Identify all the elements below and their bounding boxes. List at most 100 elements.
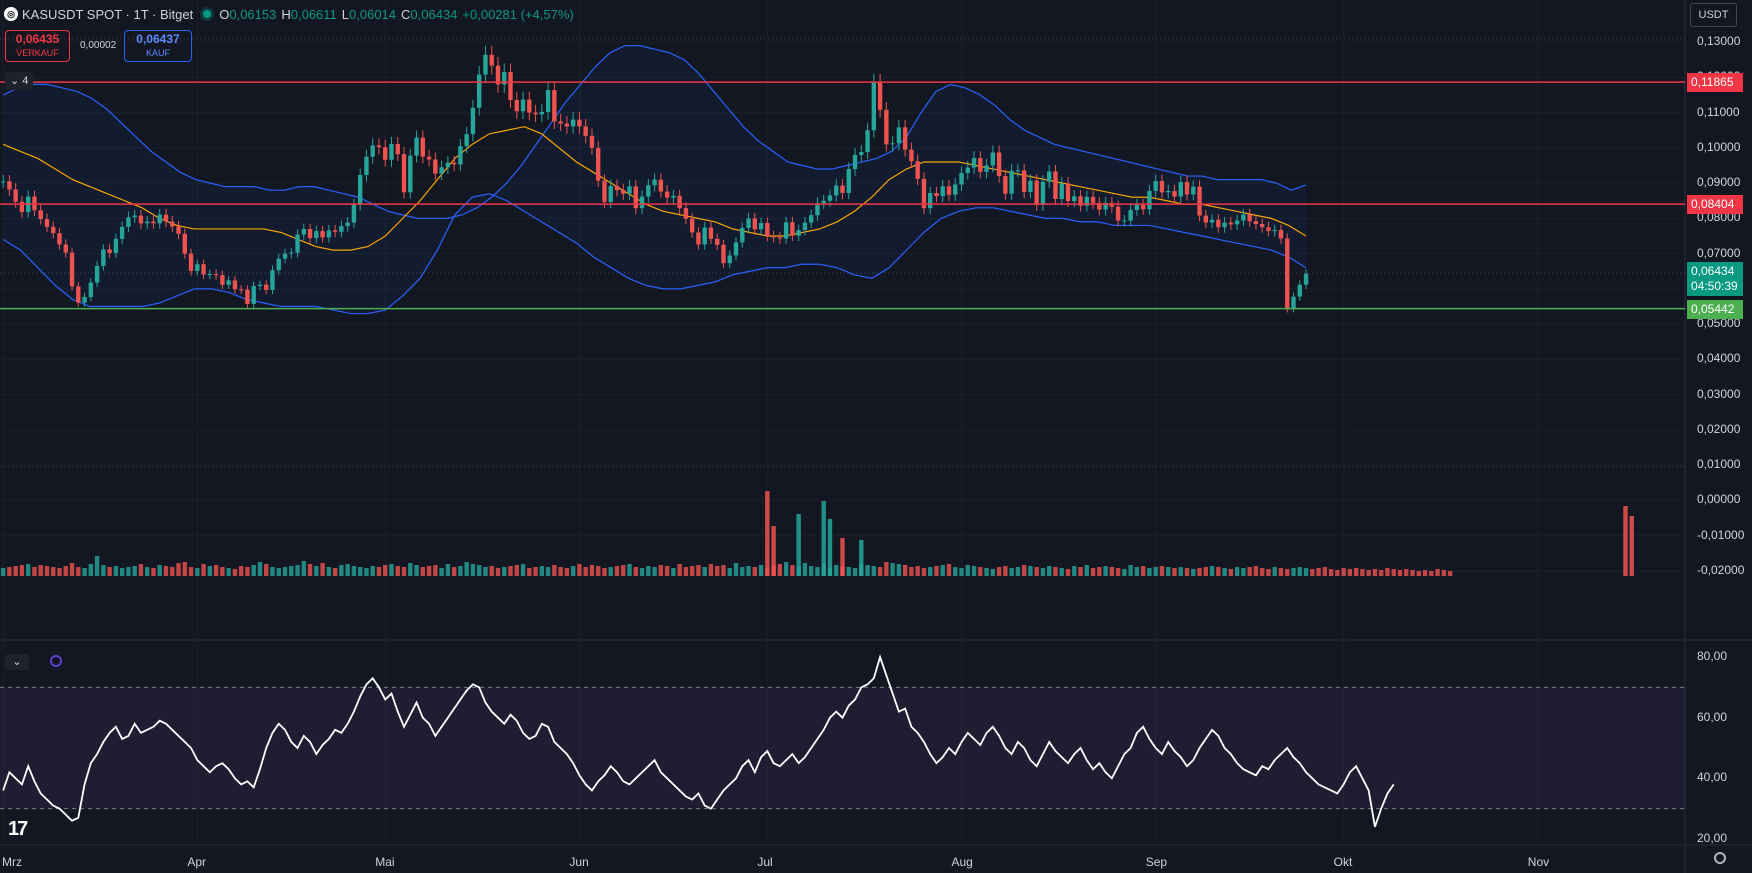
price-axis-label: 0,09000 <box>1697 175 1741 190</box>
price-axis-label: 0,02000 <box>1697 421 1741 436</box>
candle-body <box>633 186 638 209</box>
sell-price: 0,06435 <box>15 32 60 46</box>
candle-body <box>401 154 407 193</box>
volume-bar <box>69 563 75 576</box>
candle-body <box>940 186 945 197</box>
candle-body <box>639 196 645 209</box>
volume-bar <box>245 567 250 576</box>
rsi-pane-toggle-button[interactable]: ⌄ <box>5 654 29 670</box>
volume-bar <box>489 566 494 576</box>
volume-bar <box>295 565 300 576</box>
indicators-toggle-button[interactable]: ⌄ 4 <box>5 72 34 90</box>
settings-icon[interactable] <box>1714 852 1726 864</box>
candle-body <box>890 143 895 145</box>
volume-bar <box>51 567 56 576</box>
volume-bar <box>978 567 983 576</box>
candle-body <box>207 274 213 276</box>
rsi-indicator-icon[interactable] <box>50 655 62 667</box>
volume-bar <box>226 568 231 576</box>
volume-bar <box>1259 568 1265 576</box>
candle-body <box>884 109 889 145</box>
candle-body <box>332 230 338 232</box>
volume-bar <box>326 567 332 576</box>
candle-body <box>314 231 319 239</box>
volume-bar <box>1285 569 1290 576</box>
candle-body <box>145 221 150 224</box>
candle-body <box>971 158 977 168</box>
volume-bar <box>145 567 150 576</box>
volume-bar <box>552 565 557 576</box>
candle-body <box>946 186 952 195</box>
volume-bar <box>1009 568 1014 576</box>
volume-bar <box>389 564 394 576</box>
volume-bar <box>82 568 87 576</box>
volume-bar <box>44 566 50 576</box>
candle-body <box>583 126 588 136</box>
volume-bar <box>846 567 851 576</box>
candle-body <box>282 253 288 259</box>
volume-bar <box>207 566 213 576</box>
candle-body <box>508 72 513 100</box>
volume-bar <box>383 565 388 576</box>
rsi-axis-label: 60,00 <box>1697 709 1728 724</box>
candle-body <box>495 65 501 85</box>
countdown-label: 04:50:39 <box>1691 278 1738 293</box>
volume-bar <box>232 569 238 576</box>
volume-bar <box>163 566 169 576</box>
candle-body <box>464 134 469 147</box>
chevron-down-icon: ⌄ <box>10 75 20 87</box>
volume-bar <box>1159 566 1165 576</box>
candle-body <box>1072 196 1077 202</box>
indicator-count: 4 <box>22 75 29 87</box>
candle-body <box>602 180 607 203</box>
candle-body <box>715 238 720 245</box>
volume-bar <box>871 566 877 576</box>
candle-body <box>1228 222 1234 225</box>
candle-body <box>821 200 826 204</box>
volume-bar <box>63 566 68 576</box>
volume-bar <box>276 568 281 576</box>
candle-body <box>476 74 482 108</box>
volume-bar <box>583 567 588 576</box>
volume-spike-bar <box>840 538 845 576</box>
candle-body <box>840 185 845 193</box>
candle-body <box>1128 209 1133 221</box>
candle-body <box>1021 170 1027 192</box>
volume-bar <box>959 568 964 576</box>
candle-body <box>445 162 451 168</box>
price-axis-label: 0,10000 <box>1697 139 1741 154</box>
volume-bar <box>1084 565 1089 576</box>
volume-bar <box>220 567 225 576</box>
volume-bar <box>364 568 369 576</box>
volume-bar <box>708 564 714 576</box>
volume-bar <box>439 568 444 576</box>
candle-body <box>877 82 883 110</box>
volume-bar <box>57 568 62 576</box>
candle-body <box>1272 230 1277 232</box>
symbol-title[interactable]: KASUSDT SPOT · 1T · Bitget <box>22 6 194 22</box>
sell-button[interactable]: 0,06435 VERKAUF <box>5 30 70 62</box>
candle-body <box>533 112 538 115</box>
current-price-label: 0,06434 <box>1691 263 1735 278</box>
volume-bar <box>1435 569 1440 576</box>
volume-bar <box>909 567 914 576</box>
volume-bar <box>113 566 119 576</box>
candle-body <box>470 107 476 135</box>
volume-bar <box>915 566 920 576</box>
market-open-icon <box>203 10 212 18</box>
candle-body <box>408 155 413 193</box>
volume-bar <box>746 566 751 576</box>
rsi-axis-label: 40,00 <box>1697 770 1728 785</box>
volume-bar <box>664 566 670 576</box>
candle-body <box>514 99 519 112</box>
candle-body <box>915 161 920 179</box>
volume-bar <box>1228 569 1234 576</box>
volume-bar <box>1134 567 1140 576</box>
buy-button[interactable]: 0,06437 KAUF <box>124 30 192 62</box>
currency-selector[interactable]: USDT <box>1690 3 1737 27</box>
ohlc-low-value: 0,06014 <box>349 6 397 22</box>
candle-body <box>458 146 463 165</box>
